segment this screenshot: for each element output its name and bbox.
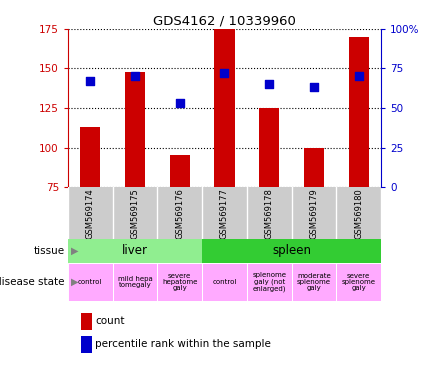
Text: liver: liver <box>122 245 148 257</box>
Point <box>266 81 273 87</box>
Bar <box>259 108 279 187</box>
Bar <box>202 263 247 301</box>
Text: control: control <box>78 279 102 285</box>
Text: mild hepa
tomegaly: mild hepa tomegaly <box>118 276 152 288</box>
Text: GSM569178: GSM569178 <box>265 188 274 239</box>
Text: GSM569179: GSM569179 <box>310 188 318 239</box>
Point <box>355 73 362 79</box>
Text: disease state: disease state <box>0 277 65 287</box>
Point <box>87 78 94 84</box>
Bar <box>292 263 336 301</box>
Bar <box>170 156 190 187</box>
Point <box>311 84 318 91</box>
Text: moderate
splenome
galy: moderate splenome galy <box>297 273 331 291</box>
Bar <box>349 37 369 187</box>
Point <box>131 73 138 79</box>
Text: tissue: tissue <box>34 246 65 256</box>
Bar <box>215 29 234 187</box>
Text: splenome
galy (not
enlarged): splenome galy (not enlarged) <box>252 272 286 292</box>
Bar <box>125 71 145 187</box>
Text: severe
hepatome
galy: severe hepatome galy <box>162 273 198 291</box>
Bar <box>68 239 202 263</box>
Point <box>221 70 228 76</box>
Bar <box>157 263 202 301</box>
Text: spleen: spleen <box>272 245 311 257</box>
Text: count: count <box>95 316 125 326</box>
Bar <box>68 263 113 301</box>
Text: severe
splenome
galy: severe splenome galy <box>342 273 376 291</box>
Bar <box>80 127 100 187</box>
Text: GSM569177: GSM569177 <box>220 188 229 239</box>
Point <box>176 100 183 106</box>
Text: ▶: ▶ <box>71 246 78 256</box>
Bar <box>113 263 157 301</box>
Text: GSM569175: GSM569175 <box>131 188 139 239</box>
Text: GSM569176: GSM569176 <box>175 188 184 239</box>
Bar <box>304 147 324 187</box>
Text: GSM569174: GSM569174 <box>86 188 95 239</box>
Text: ▶: ▶ <box>71 277 78 287</box>
Text: GSM569180: GSM569180 <box>354 188 363 239</box>
Bar <box>247 263 292 301</box>
Text: control: control <box>212 279 237 285</box>
Title: GDS4162 / 10339960: GDS4162 / 10339960 <box>153 15 296 28</box>
Text: percentile rank within the sample: percentile rank within the sample <box>95 339 272 349</box>
Bar <box>336 263 381 301</box>
Bar <box>202 239 381 263</box>
